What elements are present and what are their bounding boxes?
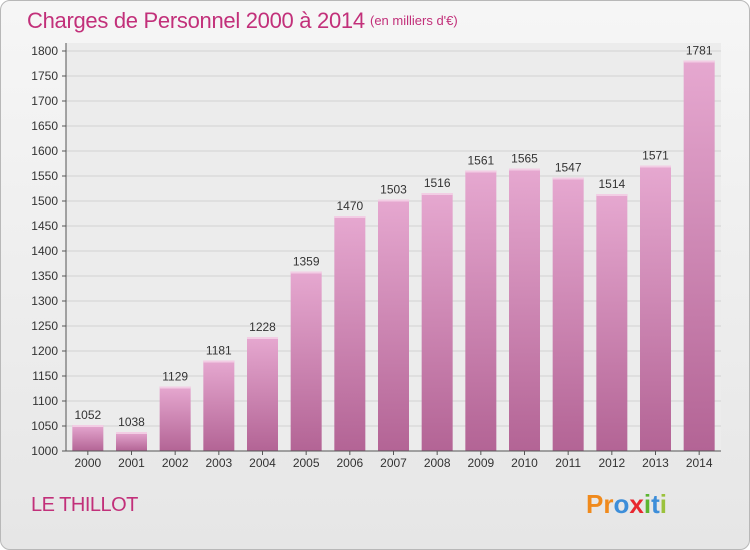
- data-label-2012: 1514: [598, 177, 625, 191]
- logo-letter: P: [586, 489, 604, 519]
- bar-highlight: [683, 60, 715, 63]
- data-label-2007: 1503: [380, 183, 407, 197]
- bar-highlight: [247, 337, 278, 339]
- logo-letter: t: [651, 489, 660, 519]
- x-tick-label: 2005: [293, 456, 320, 470]
- bar-2010: [509, 168, 540, 451]
- bar-highlight: [72, 425, 104, 427]
- commune-name: LE THILLOT: [31, 494, 138, 516]
- data-labels: 1052 1038 1129 1181 1228 1359 1470 1503 1516 1561…: [74, 44, 712, 430]
- y-tick-label: 1100: [32, 394, 58, 408]
- data-label-2003: 1181: [206, 344, 232, 358]
- bar-2012: [596, 194, 628, 451]
- y-tick-label: 1500: [31, 194, 58, 208]
- bar-2001: [116, 432, 147, 451]
- logo-letter: r: [603, 489, 614, 519]
- data-label-2001: 1038: [118, 415, 145, 429]
- x-tick-label: 2007: [380, 456, 407, 470]
- x-tick-label: 2013: [642, 456, 669, 470]
- x-tick-label: 2009: [467, 456, 494, 470]
- bar-highlight: [116, 432, 147, 434]
- y-tick-label: 1250: [31, 319, 58, 333]
- bar-2006: [334, 216, 366, 451]
- bar-2009: [465, 170, 497, 451]
- x-tick-label: 2001: [118, 456, 145, 470]
- x-tick-label: 2010: [511, 456, 538, 470]
- y-tick-label: 1000: [31, 444, 58, 458]
- x-tick-label: 2002: [162, 456, 189, 470]
- bar-2005: [290, 271, 322, 451]
- bar-highlight: [509, 168, 540, 171]
- bar-2011: [552, 177, 584, 451]
- data-label-2010: 1565: [511, 152, 538, 166]
- bar-2014: [683, 60, 715, 451]
- y-tick-label: 1600: [31, 144, 58, 158]
- y-tick-label: 1350: [31, 269, 58, 283]
- bar-2008: [421, 193, 453, 451]
- bar-highlight: [640, 165, 671, 168]
- data-label-2014: 1781: [686, 44, 713, 58]
- logo-letter: x: [629, 489, 644, 519]
- proxiti-logo: Proxiti: [586, 489, 667, 520]
- y-tick-label: 1150: [32, 369, 58, 383]
- data-label-2000: 1052: [74, 408, 101, 422]
- logo-letter: i: [643, 489, 652, 519]
- x-axis: 2000 2001 2002 2003 2004 2005 2006 2007 2008 2009…: [66, 450, 721, 470]
- y-tick-label: 1650: [31, 119, 58, 133]
- logo-letter: o: [613, 489, 630, 519]
- bar-highlight: [465, 170, 497, 173]
- y-tick-label: 1050: [31, 419, 58, 433]
- data-label-2006: 1470: [336, 199, 363, 213]
- y-tick-label: 1400: [31, 244, 58, 258]
- bar-highlight: [596, 194, 628, 196]
- logo-letter: i: [659, 489, 667, 519]
- bar-highlight: [421, 193, 453, 195]
- y-tick-label: 1450: [31, 219, 58, 233]
- data-label-2009: 1561: [467, 154, 494, 168]
- data-label-2002: 1129: [162, 370, 188, 384]
- x-tick-label: 2008: [424, 456, 451, 470]
- bar-highlight: [290, 271, 322, 274]
- chart-unit: (en milliers d'€): [370, 13, 458, 28]
- y-axis: 1000 1050 1100 1150 1200 1250 1300 1350 1400 1450…: [31, 43, 67, 458]
- x-tick-label: 2004: [249, 456, 276, 470]
- bar-highlight: [334, 216, 366, 218]
- bar-highlight: [552, 177, 584, 180]
- x-tick-label: 2012: [598, 456, 625, 470]
- y-tick-label: 1750: [31, 69, 58, 83]
- data-label-2005: 1359: [293, 255, 320, 269]
- data-label-2013: 1571: [642, 149, 669, 163]
- data-label-2011: 1547: [555, 161, 582, 175]
- bar-2013: [640, 165, 671, 451]
- y-tick-label: 1200: [31, 344, 58, 358]
- bar-2000: [72, 425, 104, 451]
- bar-highlight: [203, 360, 235, 363]
- y-tick-label: 1700: [31, 94, 58, 108]
- bar-2002: [159, 386, 191, 451]
- bar-2007: [378, 199, 409, 451]
- x-tick-label: 2011: [555, 456, 581, 470]
- data-label-2004: 1228: [249, 320, 276, 334]
- x-tick-label: 2006: [336, 456, 363, 470]
- bar-2003: [203, 360, 235, 451]
- y-tick-label: 1550: [31, 169, 58, 183]
- chart-title: Charges de Personnel 2000 à 2014: [27, 8, 365, 33]
- y-tick-label: 1300: [31, 294, 58, 308]
- x-tick-label: 2003: [205, 456, 232, 470]
- data-label-2008: 1516: [424, 176, 451, 190]
- bar-highlight: [159, 386, 191, 389]
- bars: [72, 60, 715, 451]
- y-tick-label: 1800: [31, 44, 58, 58]
- bar-highlight: [378, 199, 409, 202]
- x-tick-label: 2000: [74, 456, 101, 470]
- x-tick-label: 2014: [686, 456, 713, 470]
- bar-2004: [247, 337, 278, 451]
